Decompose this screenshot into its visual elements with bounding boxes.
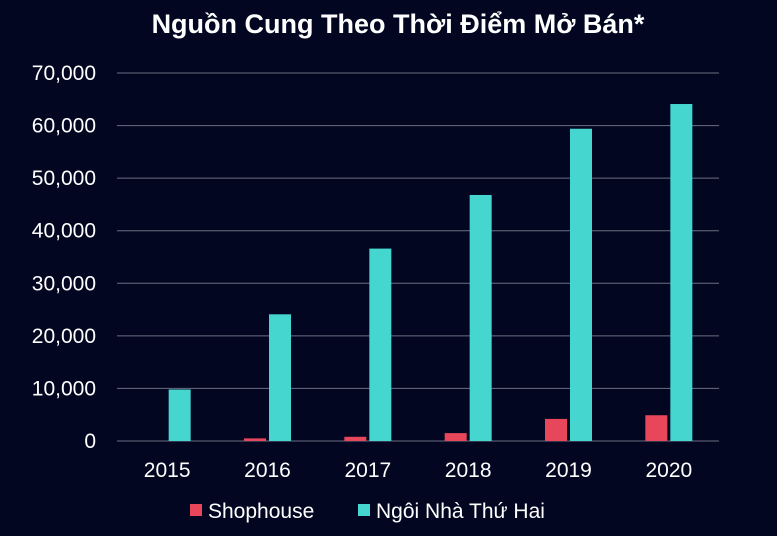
x-tick-label: 2016 — [244, 459, 291, 482]
x-tick-label: 2019 — [545, 459, 592, 482]
y-tick-label: 0 — [84, 430, 96, 453]
y-tick-label: 70,000 — [32, 62, 96, 85]
y-tick-label: 20,000 — [32, 325, 96, 348]
x-tick-label: 2018 — [445, 459, 492, 482]
legend-swatch — [358, 504, 370, 516]
chart-title: Nguồn Cung Theo Thời Điểm Mở Bán* — [152, 9, 645, 39]
legend-label: Ngôi Nhà Thứ Hai — [376, 500, 545, 523]
bars — [168, 104, 693, 441]
bar-shophouse-2020 — [645, 415, 668, 441]
y-axis-ticks: 0 10,000 20,000 30,000 40,000 50,000 60,000 70,… — [32, 62, 96, 453]
legend-swatch — [190, 504, 202, 516]
x-tick-label: 2015 — [144, 459, 191, 482]
bar-ngoi-nha-thu-hai-2015 — [168, 389, 191, 441]
legend-label: Shophouse — [208, 500, 314, 523]
y-tick-label: 40,000 — [32, 220, 96, 243]
bar-ngoi-nha-thu-hai-2019 — [570, 128, 592, 441]
y-tick-label: 30,000 — [32, 272, 96, 295]
legend: Shophouse Ngôi Nhà Thứ Hai — [190, 500, 545, 523]
x-tick-label: 2020 — [645, 459, 692, 482]
bar-shophouse-2016 — [244, 438, 266, 441]
y-tick-label: 10,000 — [32, 377, 96, 400]
bar-ngoi-nha-thu-hai-2020 — [670, 104, 693, 441]
bar-shophouse-2018 — [444, 433, 467, 441]
grid-lines — [117, 72, 719, 442]
bar-shophouse-2017 — [344, 436, 367, 441]
x-tick-label: 2017 — [344, 459, 391, 482]
bar-shophouse-2019 — [545, 418, 567, 441]
bar-ngoi-nha-thu-hai-2017 — [369, 248, 392, 441]
x-axis-ticks: 2015 2016 2017 2018 2019 2020 — [144, 459, 692, 482]
y-tick-label: 50,000 — [32, 167, 96, 190]
y-tick-label: 60,000 — [32, 115, 96, 138]
bar-ngoi-nha-thu-hai-2016 — [269, 314, 291, 441]
bar-ngoi-nha-thu-hai-2018 — [469, 194, 492, 441]
